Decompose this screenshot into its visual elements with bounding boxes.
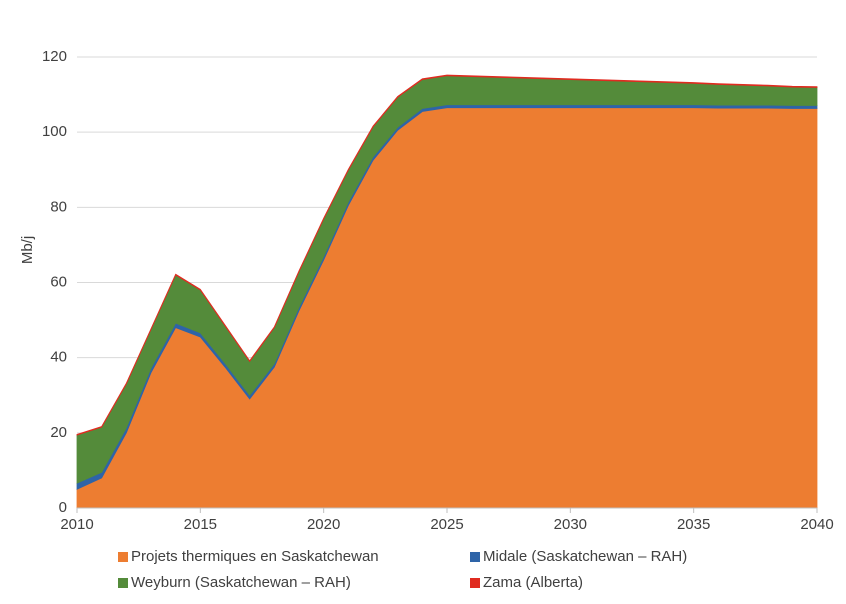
y-tick-label: 100 [42, 123, 67, 140]
legend-swatch [118, 578, 128, 588]
area [76, 74, 818, 436]
legend-swatch [118, 552, 128, 562]
legend-swatch [470, 578, 480, 588]
y-tick-label: 20 [50, 424, 67, 441]
x-tick-label: 2035 [677, 516, 710, 533]
x-tick-label: 2030 [554, 516, 587, 533]
y-tick-label: 80 [50, 198, 67, 215]
x-tick-label: 2040 [800, 516, 833, 533]
x-tick-label: 2010 [60, 516, 93, 533]
legend-label: Zama (Alberta) [483, 574, 583, 591]
legend-label: Projets thermiques en Saskatchewan [131, 548, 379, 565]
y-axis-label: Mb/j [19, 236, 36, 264]
y-tick-label: 60 [50, 273, 67, 290]
x-tick-label: 2020 [307, 516, 340, 533]
y-tick-label: 120 [42, 48, 67, 65]
legend-label: Weyburn (Saskatchewan – RAH) [131, 574, 351, 591]
x-tick-label: 2015 [184, 516, 217, 533]
y-tick-label: 40 [50, 349, 67, 366]
y-tick-label: 0 [59, 499, 67, 516]
legend-label: Midale (Saskatchewan – RAH) [483, 548, 687, 565]
legend-swatch [470, 552, 480, 562]
x-tick-label: 2025 [430, 516, 463, 533]
